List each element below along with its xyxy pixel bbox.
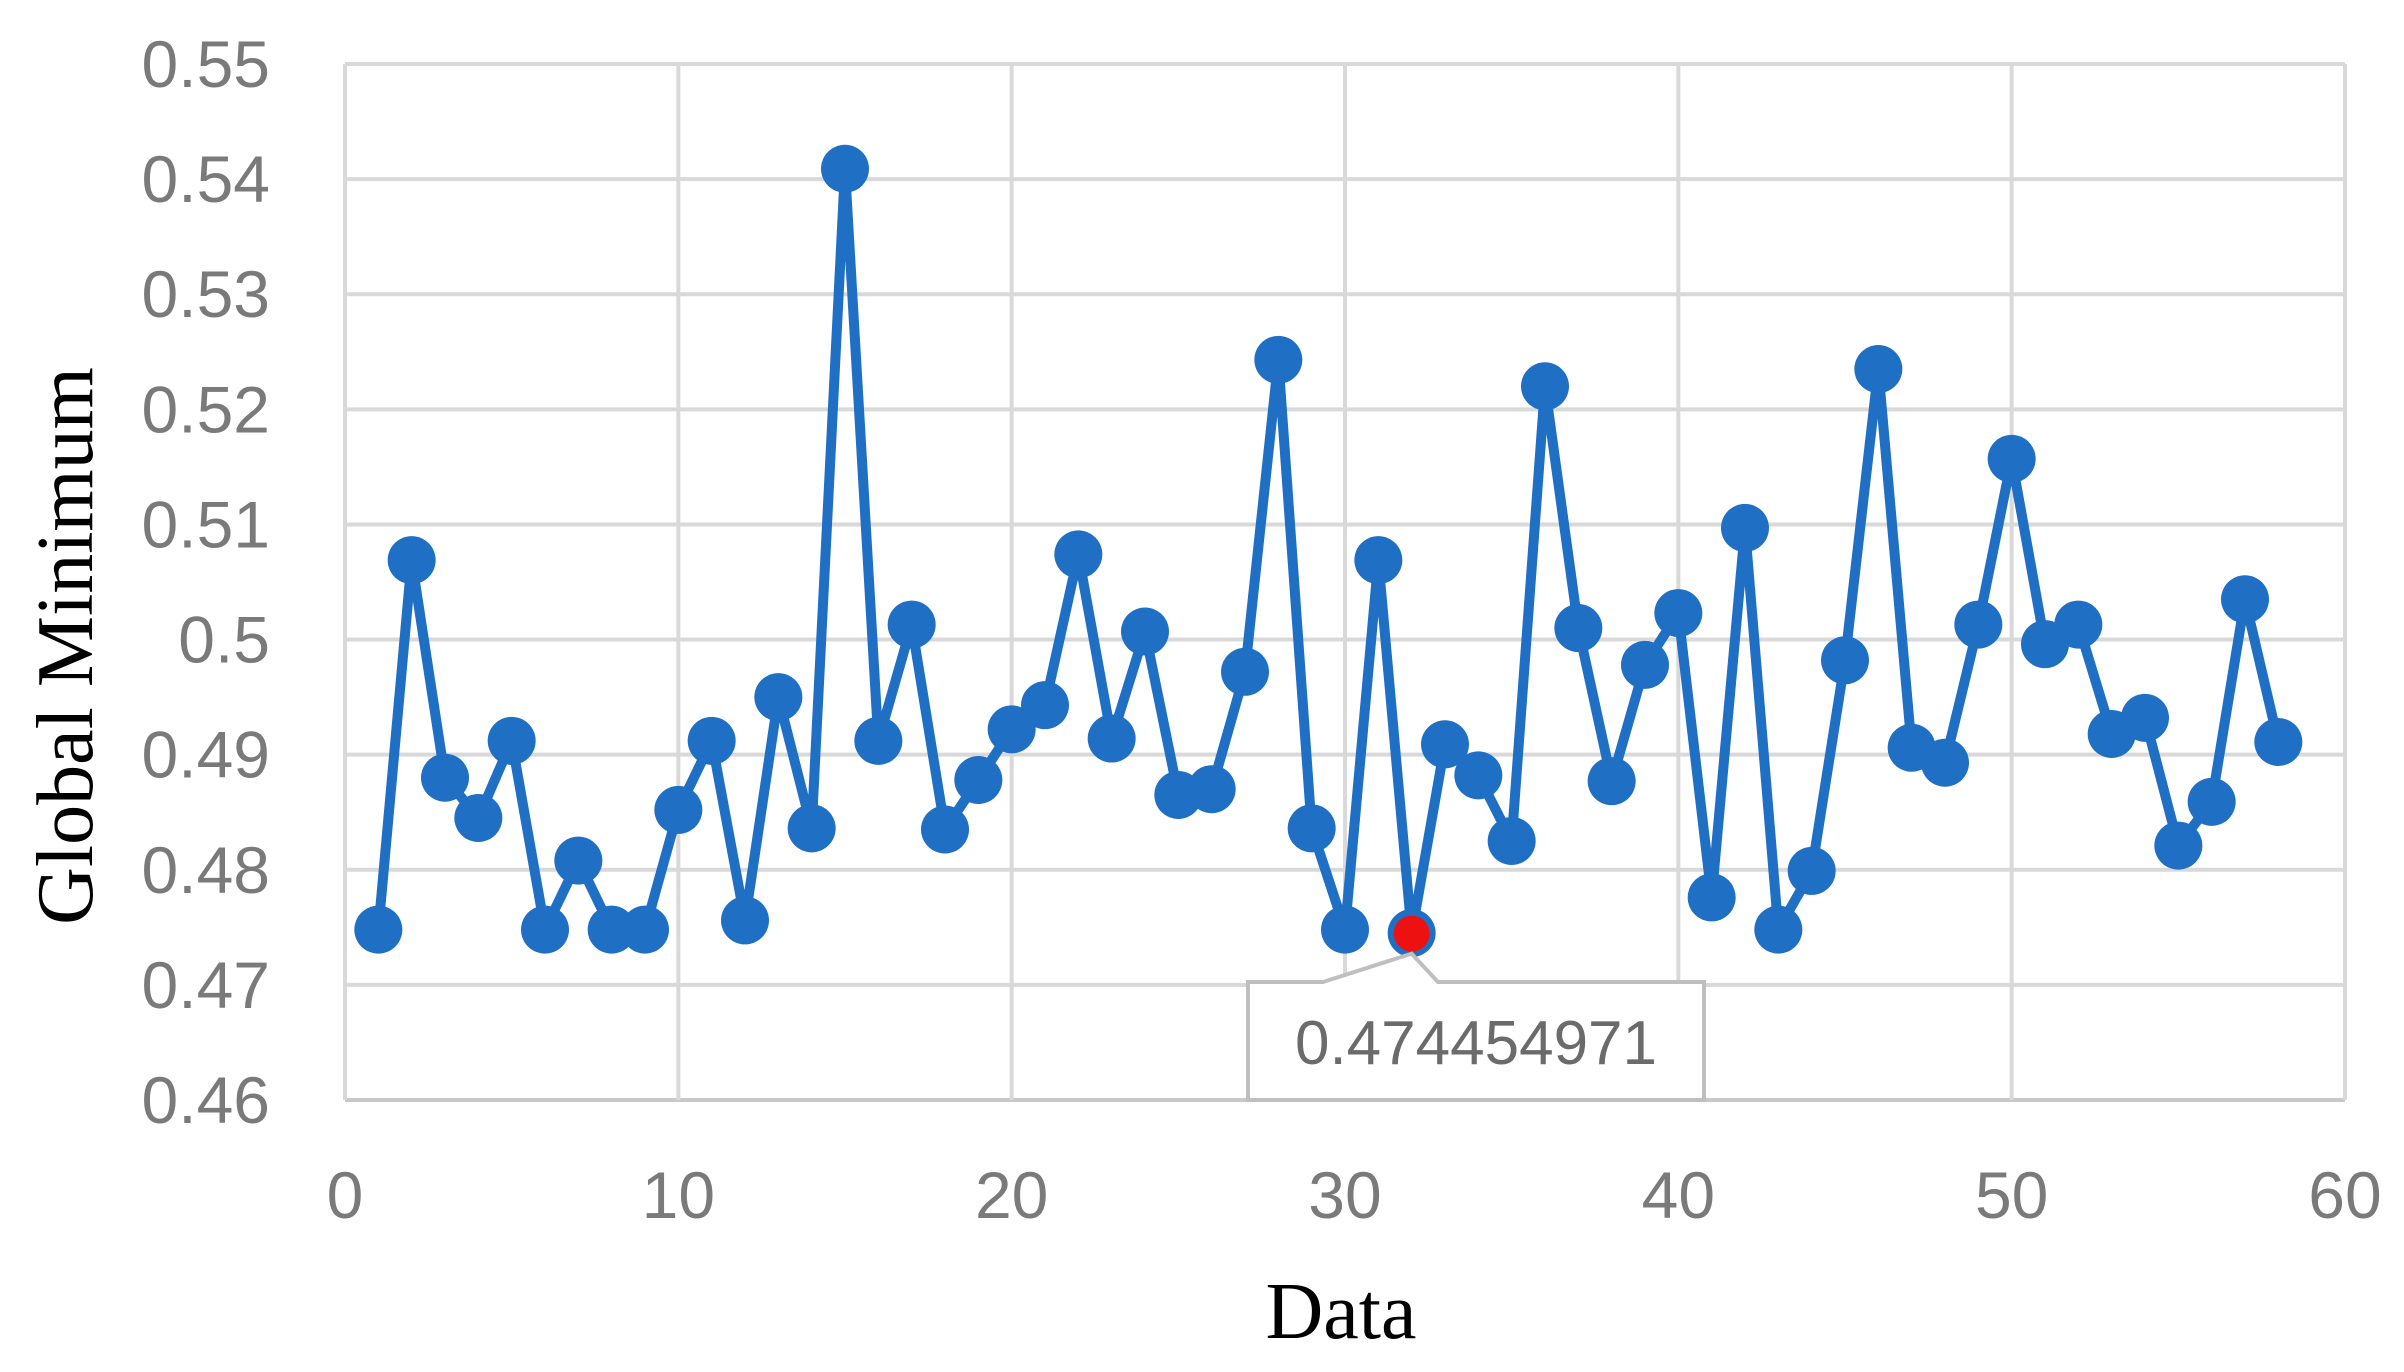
data-point xyxy=(1854,345,1903,394)
annotation-callout: 0.474454971 xyxy=(1246,951,1706,1102)
data-point xyxy=(1021,681,1069,730)
data-point xyxy=(921,805,969,854)
data-point xyxy=(954,755,1003,804)
data-point xyxy=(1187,765,1236,814)
y-tick-label: 0.55 xyxy=(142,27,270,101)
data-point xyxy=(854,716,903,765)
data-point xyxy=(621,905,669,954)
series-line xyxy=(373,163,2284,939)
y-axis-ticks: 0.46 0.47 0.48 0.49 0.5 0.51 0.52 0.53 0.54 0.55 xyxy=(142,27,270,1137)
highlight-point xyxy=(1393,915,1430,952)
data-point xyxy=(1721,503,1769,552)
x-tick-label: 20 xyxy=(975,1158,1048,1232)
y-tick-label: 0.49 xyxy=(142,718,270,792)
data-point xyxy=(1221,647,1269,696)
data-point xyxy=(987,705,1036,754)
data-point xyxy=(1687,873,1736,922)
data-point xyxy=(1487,817,1536,865)
data-point xyxy=(521,905,569,954)
data-point xyxy=(1521,362,1569,411)
x-axis-title: Data xyxy=(1265,1268,1416,1356)
data-point xyxy=(2121,693,2169,742)
x-tick-label: 40 xyxy=(1642,1158,1715,1232)
data-point xyxy=(1787,846,1836,895)
y-tick-label: 0.48 xyxy=(142,833,270,907)
y-tick-label: 0.54 xyxy=(142,142,270,216)
data-point xyxy=(454,793,503,842)
y-tick-label: 0.47 xyxy=(142,948,270,1022)
data-point xyxy=(1354,536,1403,585)
x-tick-label: 50 xyxy=(1975,1158,2048,1232)
data-point xyxy=(2187,777,2236,826)
data-point xyxy=(1454,751,1503,800)
data-point xyxy=(821,144,869,193)
data-point xyxy=(1621,640,1669,689)
data-point xyxy=(1921,738,1969,787)
y-tick-label: 0.5 xyxy=(178,603,270,677)
x-tick-label: 10 xyxy=(642,1158,715,1232)
data-point xyxy=(1121,607,1169,656)
data-point xyxy=(1587,757,1636,806)
annotation-box xyxy=(1246,951,1706,1102)
data-point xyxy=(1554,604,1603,653)
series-line-path xyxy=(373,163,2284,939)
data-point xyxy=(487,716,536,765)
y-tick-label: 0.52 xyxy=(142,372,270,446)
data-point xyxy=(2254,718,2303,767)
data-point xyxy=(1987,434,2036,483)
data-point xyxy=(2221,575,2269,624)
data-point xyxy=(1087,714,1136,763)
data-point xyxy=(754,673,803,722)
data-point xyxy=(1954,600,2003,649)
x-tick-label: 0 xyxy=(327,1158,364,1232)
data-point xyxy=(654,785,703,834)
data-point xyxy=(421,753,469,802)
x-tick-label: 60 xyxy=(2308,1158,2381,1232)
data-point xyxy=(354,905,403,954)
data-point xyxy=(721,896,769,945)
y-axis-title: Global Minimum xyxy=(22,367,110,925)
data-point xyxy=(387,536,436,585)
data-point xyxy=(1821,636,1869,685)
data-point xyxy=(1254,335,1303,384)
y-tick-label: 0.46 xyxy=(142,1063,270,1137)
data-point xyxy=(1654,589,1703,638)
y-tick-label: 0.51 xyxy=(142,487,270,561)
data-point xyxy=(2054,600,2103,649)
data-point xyxy=(587,905,636,954)
y-tick-label: 0.53 xyxy=(142,257,270,331)
x-tick-label: 30 xyxy=(1308,1158,1381,1232)
data-point xyxy=(1287,804,1336,853)
data-point xyxy=(787,804,836,853)
data-point xyxy=(1754,905,1803,954)
data-point xyxy=(1054,530,1103,579)
series-points xyxy=(354,144,2303,958)
data-point xyxy=(687,716,736,765)
x-axis-ticks: 0 10 20 30 40 50 60 xyxy=(327,1158,2382,1232)
data-point xyxy=(887,600,936,649)
data-point xyxy=(554,836,603,885)
data-point xyxy=(1321,905,1369,954)
data-point xyxy=(2154,821,2203,870)
annotation-label: 0.474454971 xyxy=(1295,1009,1657,1078)
data-point xyxy=(1421,720,1469,769)
